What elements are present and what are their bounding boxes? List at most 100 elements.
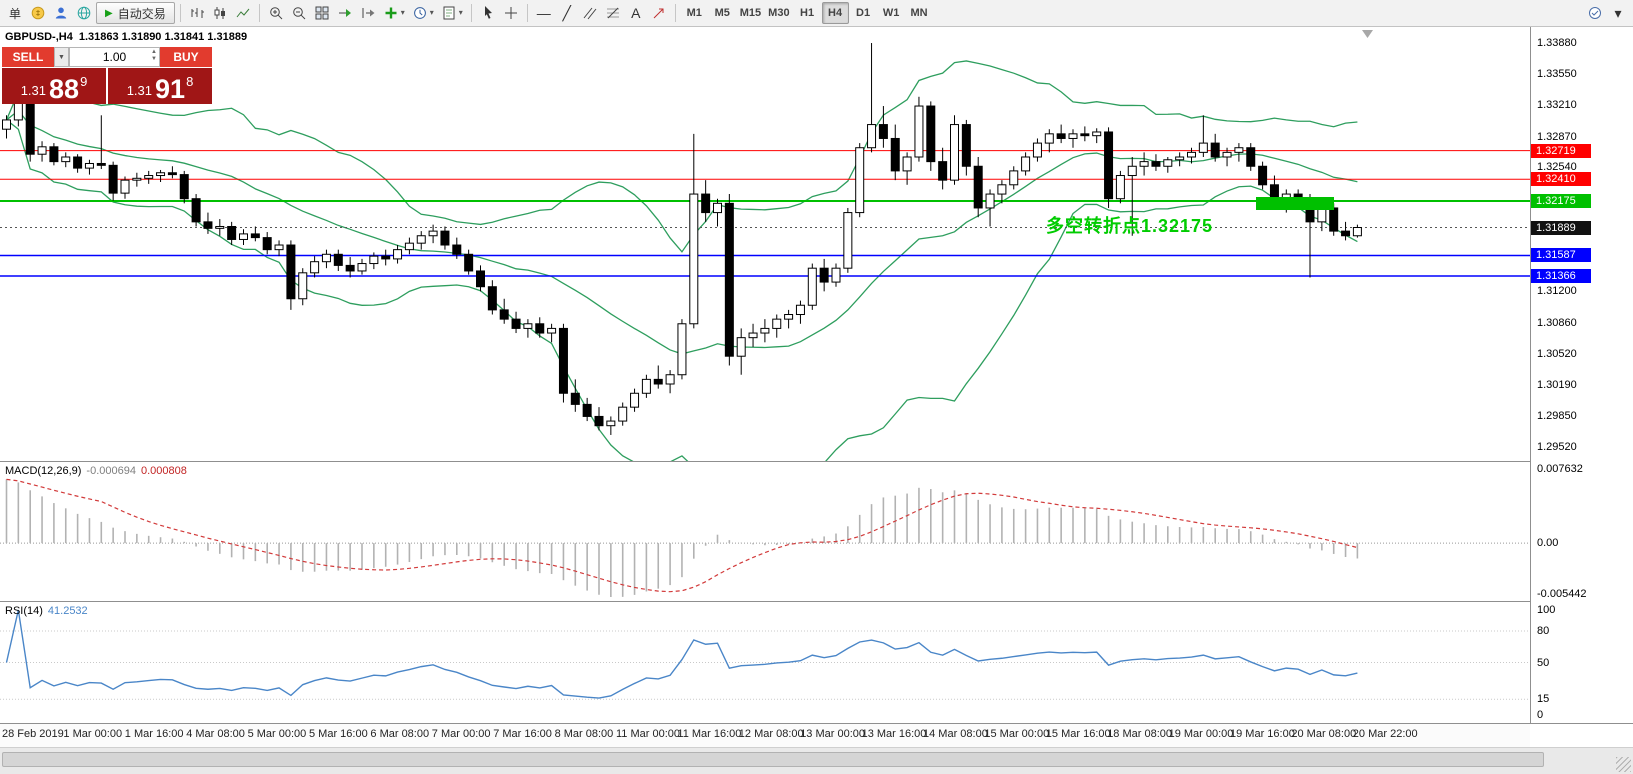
chart-annotation-text: 多空转折点1.32175 — [1046, 215, 1213, 236]
volume-stepper[interactable]: ▲ ▼ — [151, 49, 157, 63]
time-label: 12 Mar 08:00 — [738, 728, 804, 740]
horizontal-scrollbar[interactable] — [0, 747, 1633, 774]
line-chart-icon[interactable] — [232, 2, 254, 24]
timeframe-h4-button[interactable]: H4 — [821, 2, 849, 24]
price-tick: 1.30520 — [1537, 348, 1577, 361]
buy-price-pip: 8 — [186, 74, 194, 89]
toolbar-separator — [470, 4, 472, 22]
time-label: 6 Mar 08:00 — [370, 728, 430, 740]
price-tick: 1.29850 — [1537, 410, 1577, 423]
template-button[interactable]: ▾ — [438, 2, 466, 24]
time-label: 20 Mar 22:00 — [1352, 728, 1418, 740]
price-tick: 1.33550 — [1537, 67, 1577, 80]
rsi-panel[interactable] — [0, 602, 1530, 723]
price-tick: 1.32540 — [1537, 161, 1577, 174]
toolbar-extra-icon[interactable] — [1584, 2, 1606, 24]
rsi-line — [5, 609, 1358, 699]
text-tool[interactable]: A — [631, 5, 641, 21]
trendline-tool[interactable]: ╱ — [562, 5, 571, 21]
ohlc-values: 1.31863 1.31890 1.31841 1.31889 — [78, 31, 248, 43]
bollinger-bands — [5, 60, 1358, 461]
toolbar-separator — [179, 4, 181, 22]
timeframe-m30-button[interactable]: M30 — [768, 7, 790, 19]
resize-grip[interactable] — [1616, 757, 1631, 772]
periods-button[interactable]: ▾ — [409, 2, 437, 24]
sell-button[interactable]: SELL — [2, 47, 54, 67]
time-label: 18 Mar 08:00 — [1107, 728, 1173, 740]
macd-signal-value: 0.000808 — [140, 465, 187, 477]
price-tick: 1.30860 — [1537, 316, 1577, 329]
volume-input[interactable]: 1.00 ▲ ▼ — [69, 47, 160, 67]
buy-button[interactable]: BUY — [160, 47, 212, 67]
auto-trading-button[interactable]: ▶ 自动交易 — [96, 2, 175, 24]
buy-price-big: 91 — [155, 74, 186, 105]
time-label: 14 Mar 08:00 — [923, 728, 988, 740]
timeframe-d1-button[interactable]: D1 — [856, 7, 871, 19]
fibonacci-tool[interactable] — [602, 2, 624, 24]
time-label: 1 Mar 16:00 — [124, 728, 184, 740]
spin-down-icon[interactable]: ▼ — [151, 56, 157, 63]
time-label: 13 Mar 00:00 — [800, 728, 866, 740]
time-label: 5 Mar 00:00 — [247, 728, 307, 740]
time-label: 20 Mar 08:00 — [1291, 728, 1357, 740]
bar-chart-icon[interactable] — [186, 2, 208, 24]
horizontal-line-tool[interactable]: — — [536, 5, 551, 21]
timeframe-m1-button[interactable]: M1 — [686, 7, 702, 19]
price-tick: 1.30190 — [1537, 378, 1577, 391]
timeframe-h1-button[interactable]: H1 — [800, 7, 815, 19]
order-type-dropdown[interactable]: ▼ — [54, 47, 69, 67]
toolbar: 单 ▶ 自动交易 ▾ ▾ ▾ — ╱ A M1 M5 M15 M30 H1 H4 D1 W1 M… — [0, 0, 1633, 27]
add-indicator-button[interactable]: ▾ — [380, 2, 408, 24]
price-axis: 1.33880 1.33550 1.33210 1.32870 1.32540 1.312… — [1530, 27, 1633, 723]
time-label: 1 Mar 00:00 — [63, 728, 123, 740]
candlestick-chart-icon[interactable] — [209, 2, 231, 24]
channel-tool[interactable] — [579, 2, 601, 24]
user-icon[interactable] — [50, 2, 72, 24]
time-label: 15 Mar 00:00 — [984, 728, 1050, 740]
price-badge-1.31366: 1.31366 — [1531, 268, 1591, 283]
spin-up-icon[interactable]: ▲ — [151, 49, 157, 55]
coin-icon[interactable] — [27, 2, 49, 24]
zoom-out-icon[interactable] — [288, 2, 310, 24]
sell-price-tile[interactable]: 1.31 88 9 — [2, 68, 106, 104]
cursor-tool[interactable] — [477, 2, 499, 24]
timeframe-m15-button[interactable]: M15 — [739, 7, 762, 19]
panel-separator[interactable] — [0, 601, 1633, 602]
rsi-scale-0: 0 — [1537, 709, 1544, 721]
chart-shift-icon[interactable] — [357, 2, 379, 24]
panel-separator[interactable] — [0, 461, 1633, 462]
rsi-scale-15: 15 — [1537, 693, 1550, 706]
toolbar-separator — [526, 4, 528, 22]
time-label: 19 Mar 00:00 — [1168, 728, 1234, 740]
timeframe-w1-button[interactable]: W1 — [882, 7, 900, 19]
time-label: 5 Mar 16:00 — [309, 728, 368, 740]
timeframe-m5-button[interactable]: M5 — [714, 7, 730, 19]
toolbar-overflow-icon[interactable]: ▾ — [1614, 5, 1622, 21]
crosshair-tool[interactable] — [500, 2, 522, 24]
new-order-button[interactable]: 单 — [8, 6, 21, 21]
time-label: 11 Mar 00:00 — [616, 728, 681, 740]
buy-price-tile[interactable]: 1.31 91 8 — [108, 68, 212, 104]
price-badge-1.32719: 1.32719 — [1531, 143, 1591, 158]
chart-shift-marker[interactable] — [1362, 30, 1373, 38]
price-tick: 1.33210 — [1537, 99, 1577, 112]
scrollbar-thumb[interactable] — [2, 752, 1544, 767]
rsi-scale-50: 50 — [1537, 656, 1550, 669]
arrow-tool[interactable] — [648, 2, 670, 24]
macd-panel[interactable] — [0, 462, 1530, 601]
auto-scroll-icon[interactable] — [334, 2, 356, 24]
macd-scale-max: 0.007632 — [1537, 463, 1583, 475]
time-label: 11 Mar 16:00 — [677, 728, 742, 740]
rsi-scale-80: 80 — [1537, 625, 1550, 637]
chart-title: GBPUSD-,H4 1.31863 1.31890 1.31841 1.3188… — [5, 31, 247, 43]
macd-scale-zero: 0.00 — [1537, 537, 1559, 550]
globe-icon[interactable] — [73, 2, 95, 24]
macd-signal-line — [6, 478, 1358, 593]
timeframe-mn-button[interactable]: MN — [910, 7, 928, 19]
zoom-in-icon[interactable] — [265, 2, 287, 24]
main-chart[interactable]: 多空转折点1.32175 — [0, 27, 1530, 461]
sell-price-big: 88 — [49, 74, 80, 105]
tile-windows-icon[interactable] — [311, 2, 333, 24]
highlight-zone[interactable] — [1256, 197, 1334, 210]
